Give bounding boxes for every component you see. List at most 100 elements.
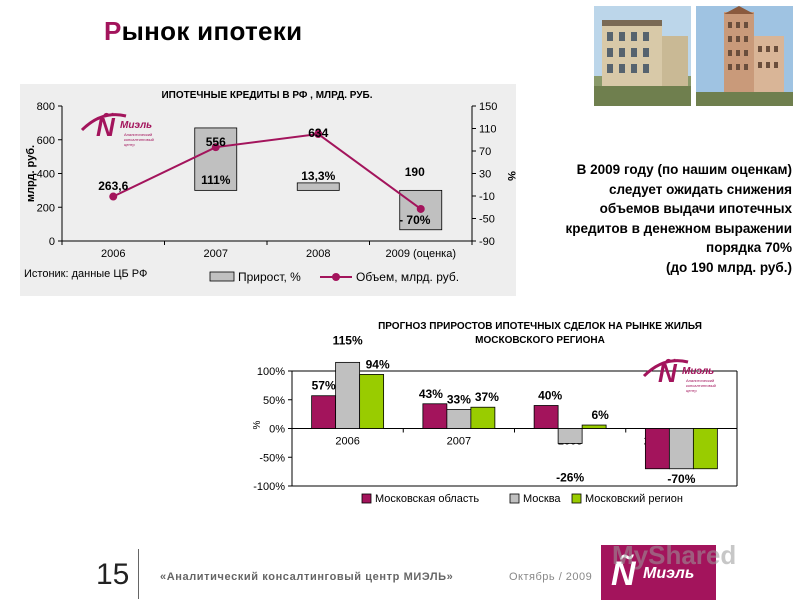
chart-mortgage-loans: ИПОТЕЧНЫЕ КРЕДИТЫ В РФ , МЛРД. РУБ. 0 200 4… (20, 84, 516, 296)
bar-moscow (446, 409, 472, 429)
building-photo-left (594, 6, 691, 106)
line-label: 634 (308, 126, 328, 140)
logo-subtext: центр (124, 142, 136, 147)
bar-label: 6% (591, 408, 609, 422)
legend-swatch (571, 493, 582, 504)
legend-label: Московский регион (585, 493, 683, 505)
bar-label: 57% (312, 379, 336, 393)
bar-label: -26% (556, 470, 584, 484)
footer-org: «Аналитический консалтинговый центр МИЭЛ… (160, 571, 454, 583)
y-tick-label-right: 110 (479, 124, 497, 136)
page-number: 15 (96, 558, 130, 591)
bar-label: 94% (366, 357, 390, 371)
bar-label: 43% (419, 387, 443, 401)
summary-line: порядка 70% (706, 240, 792, 255)
building-photo-right (696, 6, 793, 106)
y-tick-label-right: -90 (479, 236, 495, 248)
bar-label: - 70% (399, 213, 431, 227)
bar-moscow (557, 428, 583, 444)
legend-swatch (509, 493, 520, 504)
line-label: 190 (405, 165, 425, 179)
legend-label: Москва (523, 493, 561, 505)
x-tick-label: 2007 (447, 436, 471, 448)
bar-moscow-region (359, 374, 385, 429)
legend-swatch-growth (209, 271, 235, 282)
x-tick-label: 2006 (335, 436, 359, 448)
footer-divider (138, 549, 139, 599)
x-tick-label: 2009 (оценка) (385, 248, 456, 260)
y-axis-label: % (252, 420, 263, 429)
logo-subtext: консалтинговый (686, 383, 716, 388)
chart-title: ИПОТЕЧНЫЕ КРЕДИТЫ В РФ , МЛРД. РУБ. (161, 90, 372, 101)
summary-text: В 2009 году (по нашим оценкам) следует ож… (520, 160, 793, 277)
logo-text: Миэль (682, 366, 714, 377)
line-label: 263,6 (98, 179, 128, 193)
summary-line: следует ожидать снижения (608, 181, 792, 197)
y-tick-label-right: 150 (479, 101, 497, 113)
y-tick-label-left: 200 (37, 202, 55, 214)
source-note: Истоник: данные ЦБ РФ (24, 268, 147, 280)
legend-label-volume: Объем, млрд. руб. (356, 270, 459, 284)
y-tick-label-right: -10 (479, 191, 495, 203)
legend-label-growth: Прирост, % (238, 270, 301, 284)
bar-moscow (668, 428, 694, 470)
y-tick-label: 50% (263, 395, 285, 407)
y-tick-label-right: -50 (479, 214, 495, 226)
logo-text: Миэль (120, 120, 152, 131)
y-tick-label-left: 0 (49, 236, 55, 248)
bar-growth (296, 182, 340, 191)
bar-label: 13,3% (301, 169, 335, 183)
y-axis-label-right: % (505, 171, 516, 181)
chart-title-line: ПРОГНОЗ ПРИРОСТОВ ИПОТЕЧНЫХ СДЕЛОК НА РЫ… (378, 321, 702, 332)
line-point (211, 143, 220, 152)
y-tick-label-left: 400 (37, 169, 55, 181)
logo-text: Миэль (643, 565, 694, 582)
bar-label: 33% (447, 393, 471, 407)
line-point (314, 130, 323, 139)
y-tick-label: 0% (269, 424, 285, 436)
title-first-letter: Р (104, 16, 122, 46)
y-axis-label-left: млрд. руб. (25, 145, 37, 202)
y-tick-label-right: 30 (479, 169, 491, 181)
chart-forecast: ПРОГНОЗ ПРИРОСТОВ ИПОТЕЧНЫХ СДЕЛОК НА РЫ… (240, 316, 740, 526)
company-logo-svg: Ñ Миэль (611, 555, 694, 593)
chart-mortgage-loans-svg: ИПОТЕЧНЫЕ КРЕДИТЫ В РФ , МЛРД. РУБ. 0 200 4… (24, 90, 516, 284)
logo-mark: Ñ (658, 358, 678, 388)
bar-growth (194, 127, 238, 191)
x-tick-label: 2006 (101, 248, 125, 260)
bar-region-oblast (644, 428, 670, 470)
line-label: 556 (206, 135, 226, 149)
line-point (416, 204, 425, 213)
logo-subtext: Аналитический (686, 378, 714, 383)
bar-region-oblast (533, 405, 559, 429)
y-tick-label-left: 600 (37, 135, 55, 147)
bar-moscow (335, 361, 361, 429)
bar-moscow-region (581, 424, 607, 429)
logo-subtext: Аналитический (124, 132, 152, 137)
summary-line: объемов выдачи ипотечных (599, 201, 792, 216)
bar-region-oblast (422, 403, 448, 429)
bar-label: 40% (538, 389, 562, 403)
logo-subtext: консалтинговый (124, 137, 154, 142)
title-rest: ынок ипотеки (121, 16, 303, 46)
chart-forecast-svg: ПРОГНОЗ ПРИРОСТОВ ИПОТЕЧНЫХ СДЕЛОК НА РЫ… (252, 321, 738, 505)
y-tick-label: -50% (259, 452, 285, 464)
logo-swoosh (80, 113, 127, 132)
legend-label: Московская область (375, 493, 479, 505)
bar-label: -70% (667, 472, 695, 486)
x-tick-label: 2007 (204, 248, 228, 260)
summary-line: кредитов в денежном выражении (565, 220, 793, 236)
footer-date: Октябрь / 2009 (509, 571, 593, 583)
y-tick-label-left: 800 (37, 101, 55, 113)
logo-subtext: центр (686, 388, 698, 393)
line-volume (112, 132, 422, 210)
y-tick-label-right: 70 (479, 146, 491, 158)
bar-region-oblast (311, 395, 337, 429)
watermark: MyShared (612, 540, 737, 570)
bar-label: 115% (333, 333, 363, 347)
logo-mark: Ñ (611, 555, 637, 593)
bar-moscow-region (692, 428, 718, 470)
legend-marker-volume (332, 273, 340, 281)
